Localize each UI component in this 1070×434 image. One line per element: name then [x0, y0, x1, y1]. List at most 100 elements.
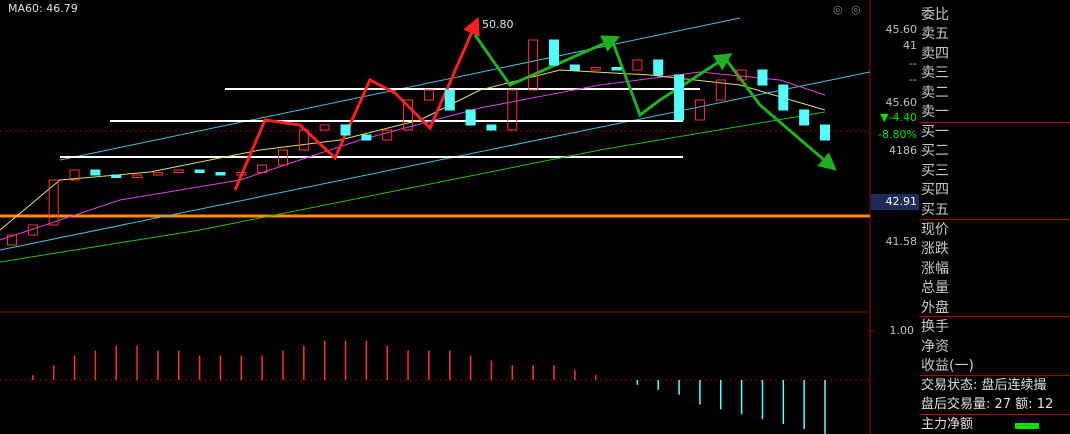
- ma-line: [0, 71, 826, 241]
- candle-body: [194, 169, 205, 173]
- candle-body: [236, 172, 247, 176]
- quote-row: 卖二: [921, 84, 1070, 103]
- separator: [920, 375, 1070, 376]
- candle-body: [653, 59, 664, 76]
- quote-row: 买二: [921, 142, 1070, 161]
- candle-body: [674, 74, 685, 121]
- candle-body: [820, 124, 830, 141]
- axis-label: 45.60: [886, 96, 918, 109]
- settings-icon[interactable]: ◎: [851, 3, 861, 16]
- quote-row: 卖四: [921, 45, 1070, 64]
- status-row: 主力净额: [921, 417, 974, 432]
- candle-body: [48, 179, 59, 226]
- candle-body: [486, 124, 497, 131]
- separator: [920, 122, 1070, 123]
- candle-body: [528, 39, 539, 91]
- candle-body: [152, 172, 163, 176]
- candle-body: [757, 69, 768, 86]
- candle-body: [778, 84, 789, 111]
- candle-body: [7, 234, 17, 246]
- axis-label: ▼-4.40: [880, 111, 917, 124]
- indicator-label: MA60: 46.79: [8, 2, 78, 15]
- candle-body: [590, 67, 601, 71]
- status-row: 盘后交易量: 27 额: 12: [921, 397, 1054, 412]
- settings-icon[interactable]: ◎: [833, 3, 843, 16]
- axis-label: --: [909, 73, 917, 86]
- axis-label: 4186: [889, 144, 917, 157]
- axis-label: 45.60: [886, 23, 918, 36]
- quote-row: 买三: [921, 162, 1070, 181]
- quote-row: 外盘134056内盘: [921, 299, 1070, 318]
- axis-label: 1.00: [890, 324, 915, 337]
- axis-label: --: [909, 57, 917, 70]
- candle-body: [257, 164, 268, 173]
- candle-body: [694, 99, 705, 121]
- row-label: 买四: [921, 182, 949, 198]
- row-label: 收益(一): [921, 358, 974, 374]
- row-label: 卖五: [921, 26, 949, 42]
- row-label: 现价: [921, 222, 949, 238]
- row-label: 买三: [921, 163, 949, 179]
- row-label: 委比: [921, 7, 949, 23]
- candle-body: [382, 129, 393, 141]
- quote-row: 买四: [921, 181, 1070, 200]
- quote-row: 现价45.60今开: [921, 221, 1070, 240]
- separator: [920, 219, 1070, 220]
- candle-body: [132, 174, 143, 178]
- quote-row: 换手6.10%股本: [921, 318, 1070, 337]
- quote-row: 委比-100.00%委差: [921, 6, 1070, 25]
- candle-body: [27, 224, 38, 236]
- candle-body: [611, 67, 622, 71]
- row-label: 卖四: [921, 46, 949, 62]
- row-label: 总量: [921, 280, 949, 296]
- trend-arrow: [610, 39, 733, 118]
- candle-body: [715, 79, 726, 101]
- candle-body: [423, 89, 434, 101]
- channel-line: [0, 71, 871, 251]
- row-label: 卖二: [921, 85, 949, 101]
- quote-row: 卖一45.60: [921, 103, 1070, 122]
- candle-body: [632, 59, 643, 71]
- trend-arrow: [723, 57, 837, 171]
- quote-row: 买五: [921, 201, 1070, 220]
- candle-body: [278, 149, 288, 166]
- chart: MA60: 46.79 50.80 ◎ ◎ 45.60 41 -- -- 45.60 ▼-…: [0, 0, 919, 434]
- axis-label: -8.80%: [878, 128, 917, 141]
- ma-line: [0, 111, 826, 263]
- candle-body: [69, 169, 80, 181]
- axis-label: 42.91: [886, 195, 918, 208]
- peak-label: 50.80: [482, 18, 514, 31]
- status-row: 交易状态: 盘后连续撮: [921, 378, 1047, 393]
- candle-body: [173, 169, 184, 173]
- separator: [920, 414, 1070, 415]
- row-label: 涨跌: [921, 241, 949, 257]
- candle-body: [298, 129, 309, 151]
- quote-row: 收益(一)-0.005PE(动: [921, 357, 1070, 376]
- row-label: 净资: [921, 339, 949, 355]
- trend-arrow: [233, 16, 480, 191]
- row-label: 卖一: [921, 104, 949, 120]
- quote-row: 总量287458量比: [921, 279, 1070, 298]
- axis-label: 41: [903, 39, 917, 52]
- axis-label: 41.58: [886, 235, 918, 248]
- candle-body: [215, 172, 226, 176]
- quote-row: 涨幅-8.80%最低: [921, 260, 1070, 279]
- row-label: 买五: [921, 202, 949, 218]
- candle-body: [319, 124, 330, 131]
- candle-body: [465, 109, 476, 126]
- candle-body: [444, 89, 455, 111]
- price-marker: [871, 194, 919, 210]
- candle-body: [111, 174, 122, 178]
- candle-body: [569, 64, 580, 71]
- candle-body: [361, 134, 372, 141]
- ma-line: [0, 69, 826, 231]
- quote-row: 涨跌-4.40最高: [921, 240, 1070, 259]
- candle-body: [799, 109, 810, 126]
- candle-body: [403, 99, 414, 131]
- row-label: 卖三: [921, 65, 949, 81]
- row-label: 涨幅: [921, 261, 949, 277]
- candle-body: [340, 124, 351, 136]
- quote-row: 买一: [921, 123, 1070, 142]
- quote-row: 净资2.00流通: [921, 338, 1070, 357]
